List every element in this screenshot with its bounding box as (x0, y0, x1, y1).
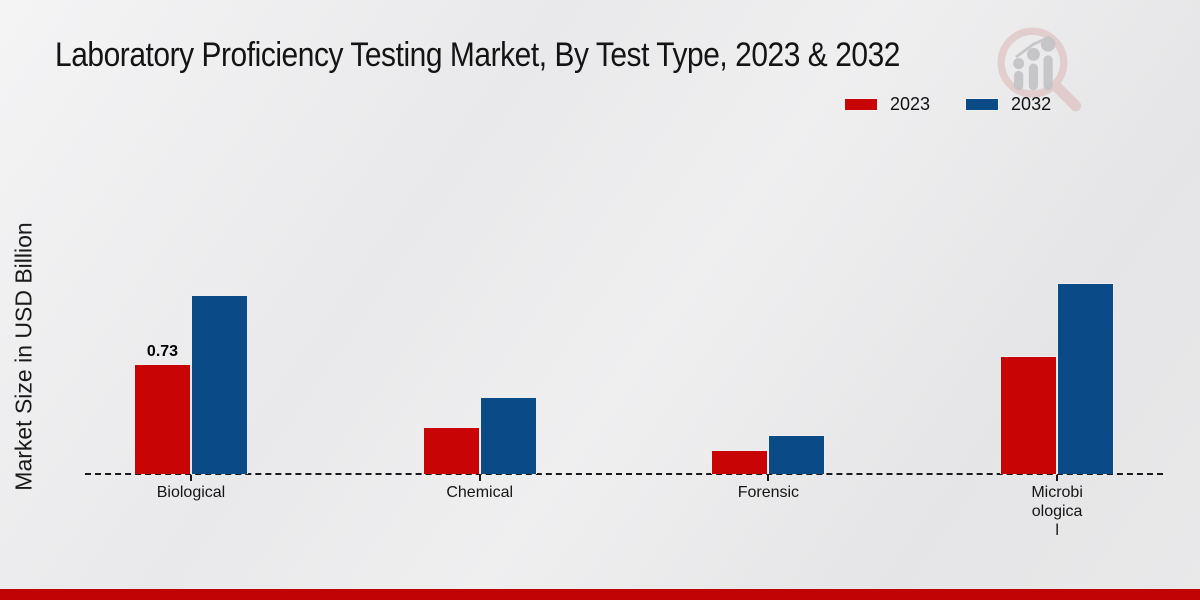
zero-baseline (85, 473, 1163, 475)
x-tick-chemical (478, 475, 481, 481)
x-tick-microbiological (1056, 475, 1059, 481)
legend-swatch-2023 (845, 99, 877, 110)
footer-red-band (0, 589, 1200, 600)
bar-2023-chemical (422, 427, 480, 474)
magnifier-bar-chart-logo-icon (997, 27, 1082, 112)
category-label-microbiological: Microbi ologica l (977, 483, 1137, 540)
legend-label-2023: 2023 (890, 94, 931, 114)
legend-label-2032: 2032 (1011, 94, 1052, 114)
bar-2032-forensic (768, 435, 826, 474)
category-label-line: Microbi (1031, 484, 1083, 501)
legend: 2023 2032 (845, 94, 1051, 115)
chart-title: Laboratory Proficiency Testing Market, B… (55, 36, 901, 74)
legend-item-2023: 2023 (845, 94, 930, 115)
bar-2023-biological (134, 364, 191, 474)
bar-2032-chemical (479, 397, 537, 474)
legend-swatch-2032 (966, 99, 999, 110)
category-label-line: Biological (156, 484, 226, 501)
category-label-line: ologica (1031, 503, 1083, 520)
bar-2032-microbiological (1057, 283, 1115, 474)
bar-2023-forensic (711, 450, 769, 474)
category-label-forensic: Forensic (688, 483, 848, 502)
category-label-chemical: Chemical (400, 483, 560, 502)
category-label-line: Forensic (737, 484, 800, 501)
bar-2032-biological (191, 295, 248, 474)
x-tick-biological (190, 475, 192, 481)
category-label-line: l (1055, 522, 1059, 539)
bar-2023-microbiological (1000, 356, 1058, 474)
bar-value-label: 0.73 (146, 342, 179, 360)
category-label-biological: Biological (111, 483, 271, 502)
legend-item-2032: 2032 (966, 94, 1051, 115)
category-label-line: Chemical (446, 484, 514, 501)
x-tick-forensic (767, 475, 770, 481)
